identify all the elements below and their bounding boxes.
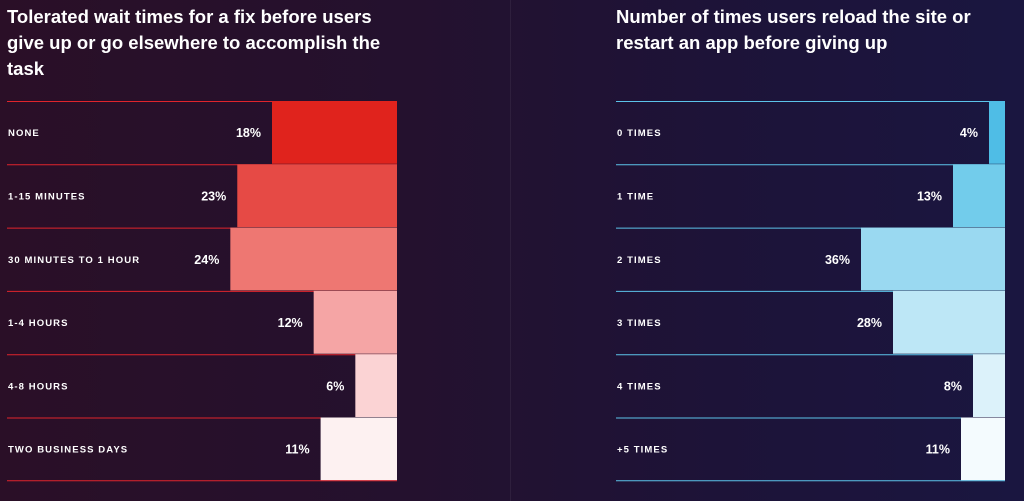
bar-row: 30 MINUTES TO 1 HOUR 24% xyxy=(7,227,397,291)
category-label: +5 TIMES xyxy=(617,445,668,456)
bar-row: 3 TIMES 28% xyxy=(616,290,1005,354)
value-label: 23% xyxy=(201,189,226,203)
category-label: 1-4 HOURS xyxy=(8,318,69,329)
bar-row: 0 TIMES 4% xyxy=(616,101,1005,164)
value-label: 18% xyxy=(236,126,261,140)
value-label: 11% xyxy=(926,443,950,457)
bar xyxy=(989,101,1005,164)
category-label: 4-8 HOURS xyxy=(8,381,69,392)
reload-times-panel: Number of times users reload the site or… xyxy=(512,0,1024,501)
bar xyxy=(355,354,397,417)
category-label: 4 TIMES xyxy=(617,381,662,392)
category-label: 0 TIMES xyxy=(617,128,662,139)
category-label: 1 TIME xyxy=(617,191,654,202)
bar xyxy=(893,290,1005,354)
value-label: 36% xyxy=(825,253,850,267)
value-label: 28% xyxy=(857,316,882,330)
panel-divider xyxy=(510,0,511,501)
bar-row: 2 TIMES 36% xyxy=(616,227,1005,291)
category-label: 1-15 MINUTES xyxy=(8,191,86,202)
wait-times-chart-title: Tolerated wait times for a fix before us… xyxy=(7,6,381,79)
bar xyxy=(313,290,397,354)
bar xyxy=(272,101,397,164)
bar-row: TWO BUSINESS DAYS 11% xyxy=(7,417,397,481)
bar-row: 4-8 HOURS 6% xyxy=(7,354,397,417)
bar xyxy=(861,227,1005,291)
bar-row: +5 TIMES 11% xyxy=(616,417,1005,481)
value-label: 8% xyxy=(944,379,962,393)
bar xyxy=(237,164,397,228)
category-label: 2 TIMES xyxy=(617,255,662,266)
category-label: TWO BUSINESS DAYS xyxy=(8,445,128,456)
value-label: 13% xyxy=(917,189,942,203)
wait-times-panel: Tolerated wait times for a fix before us… xyxy=(0,0,510,501)
value-label: 12% xyxy=(278,316,303,330)
bar xyxy=(973,354,1005,417)
wait-times-chart: NONE 18% 1-15 MINUTES 23% 30 MINUTES TO 1 HO… xyxy=(7,101,397,482)
value-label: 6% xyxy=(326,379,344,393)
category-label: 3 TIMES xyxy=(617,318,662,329)
bar-row: 1 TIME 13% xyxy=(616,164,1005,228)
bar-row: 4 TIMES 8% xyxy=(616,354,1005,417)
category-label: 30 MINUTES TO 1 HOUR xyxy=(8,255,140,266)
category-label: NONE xyxy=(8,128,40,139)
value-label: 4% xyxy=(960,126,978,140)
bar xyxy=(230,227,397,291)
value-label: 11% xyxy=(285,443,309,457)
bar xyxy=(320,417,397,481)
bar-row: 1-15 MINUTES 23% xyxy=(7,164,397,228)
bar xyxy=(953,164,1005,228)
bar xyxy=(961,417,1005,481)
bar-row: NONE 18% xyxy=(7,101,397,164)
bar-row: 1-4 HOURS 12% xyxy=(7,290,397,354)
value-label: 24% xyxy=(194,253,219,267)
reload-times-chart: 0 TIMES 4% 1 TIME 13% 2 TIMES 36% 3 TIMES 28% 4 … xyxy=(616,101,1005,482)
reload-times-chart-title: Number of times users reload the site or… xyxy=(616,6,971,53)
